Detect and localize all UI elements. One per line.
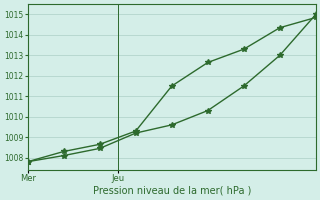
X-axis label: Pression niveau de la mer( hPa ): Pression niveau de la mer( hPa ) <box>92 186 251 196</box>
